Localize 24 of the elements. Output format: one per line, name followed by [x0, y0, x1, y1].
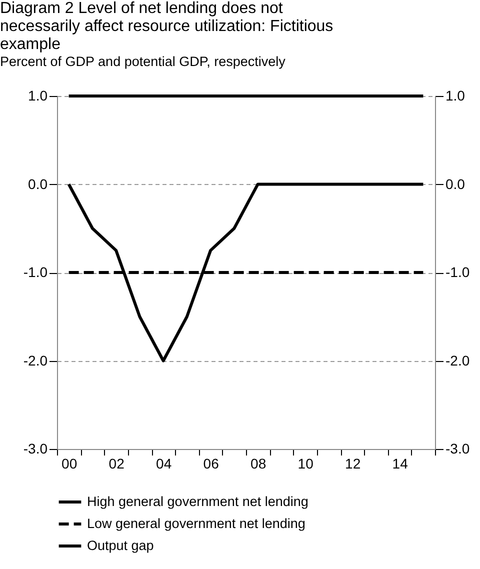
legend-label: High general government net lending — [87, 494, 308, 509]
chart-title: Diagram 2 Level of net lending does not necessarily affect resource utilization: Fictitious example — [0, 0, 334, 54]
x-tick-label: 00 — [62, 456, 78, 472]
y2-tick-label: -1.0 — [446, 264, 470, 280]
x-tick-label: 06 — [203, 456, 220, 472]
y2-tick-label: 0.0 — [446, 176, 466, 192]
x-tick-label: 12 — [345, 456, 361, 472]
y-tick-label: 1.0 — [28, 88, 48, 104]
y2-tick-label: -3.0 — [446, 440, 470, 456]
line-series — [67, 182, 425, 362]
y-tick-label: -1.0 — [23, 264, 48, 280]
x-tick-label: 10 — [298, 456, 314, 472]
legend-label: Output gap — [87, 538, 154, 553]
y2-tick-label: 1.0 — [446, 88, 466, 104]
x-tick-label: 04 — [156, 456, 172, 472]
x-tick-label: 08 — [250, 456, 266, 472]
y-tick-label: -3.0 — [23, 440, 48, 456]
x-tick-label: 14 — [392, 456, 408, 472]
y-tick-label: 0.0 — [28, 176, 48, 192]
y2-tick-label: -2.0 — [446, 352, 470, 368]
x-tick-label: 02 — [108, 456, 125, 472]
y-tick-label: -2.0 — [23, 352, 48, 368]
legend-label: Low general government net lending — [87, 516, 306, 531]
chart-subtitle: Percent of GDP and potential GDP, respectively — [0, 54, 286, 69]
